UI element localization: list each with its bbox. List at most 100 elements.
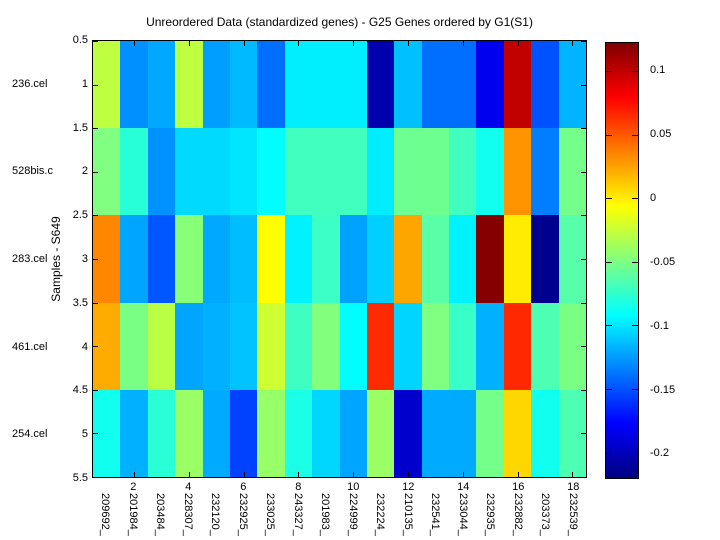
heatmap-cell (93, 128, 121, 216)
tick-mark (581, 259, 586, 260)
gene-label: 201984_ (126, 493, 139, 536)
colorbar-gradient (606, 43, 638, 478)
heatmap-cell (284, 215, 313, 303)
y-tick-label: 4.5 (72, 384, 88, 397)
heatmap-cell (284, 41, 313, 129)
heatmap-cell (531, 389, 559, 477)
gene-label: 232541_ (429, 493, 442, 536)
heatmap-cell (257, 215, 285, 303)
tick-mark (606, 388, 612, 390)
heatmap-cell (147, 302, 176, 390)
heatmap-cell (312, 41, 340, 129)
heatmap-cell (229, 41, 258, 129)
gene-label: 233025_ (264, 493, 277, 536)
tick-mark (188, 41, 190, 46)
y-tick-label: 4 (81, 340, 88, 353)
sample-label: 254.cel (12, 428, 48, 441)
heatmap-cell (93, 215, 121, 303)
heatmap-cell (366, 128, 395, 216)
tick-mark (581, 215, 586, 217)
tick-mark (298, 41, 300, 46)
heatmap-grid (93, 41, 586, 477)
heatmap-cell (476, 302, 504, 390)
tick-mark (606, 198, 612, 200)
tick-mark (353, 41, 355, 46)
y-tick-label: 3 (81, 253, 88, 265)
y-tick-label: 1 (81, 77, 88, 90)
heatmap-cell (120, 41, 148, 129)
gene-label: 228307_ (181, 493, 194, 536)
heatmap-cell (449, 302, 477, 390)
gene-label: 209692_ (99, 493, 112, 536)
heatmap-cell (229, 128, 258, 216)
colorbar-tick-label: -0.15 (650, 383, 676, 396)
gene-label: 232882_ (511, 493, 524, 536)
heatmap-cell (366, 41, 395, 129)
heatmap-cell (175, 128, 203, 216)
tick-mark (581, 433, 586, 435)
heatmap-cell (366, 215, 395, 303)
tick-mark (407, 472, 409, 477)
heatmap-cell (147, 128, 176, 216)
y-tick-label: 0.5 (72, 34, 88, 46)
tick-mark (243, 472, 245, 477)
heatmap-cell (202, 128, 230, 216)
y-tick-label: 3.5 (72, 296, 88, 309)
gene-label: 232120_ (209, 493, 222, 536)
colorbar-tick-label: -0.2 (650, 447, 669, 460)
heatmap-cell (558, 215, 586, 303)
tick-mark (93, 389, 98, 391)
tick-mark (632, 134, 638, 136)
heatmap-cell (175, 389, 203, 477)
tick-mark (134, 41, 136, 46)
heatmap-cell (339, 215, 367, 303)
heatmap-cell (257, 128, 285, 216)
y-tick-label: 2.5 (72, 209, 88, 222)
heatmap-cell (339, 302, 367, 390)
tick-mark (632, 261, 638, 263)
heatmap-cell (229, 215, 258, 303)
heatmap-cell (175, 215, 203, 303)
heatmap-cell (339, 41, 367, 129)
gene-label: 243327_ (291, 493, 304, 536)
heatmap-cell (229, 389, 258, 477)
heatmap-cell (312, 128, 340, 216)
heatmap-cell (366, 302, 395, 390)
y-axis-label: Samples - S649 (49, 216, 63, 302)
x-tick-label: 18 (567, 481, 580, 493)
gene-label: 224999_ (346, 493, 359, 536)
tick-mark (632, 325, 638, 327)
heatmap-cell (531, 215, 559, 303)
heatmap-cell (394, 302, 422, 390)
heatmap-cell (366, 389, 395, 477)
gene-label: 232935_ (484, 493, 497, 536)
heatmap-cell (476, 41, 504, 129)
heatmap-cell (147, 41, 176, 129)
heatmap-cell (449, 389, 477, 477)
heatmap-cell (120, 389, 148, 477)
heatmap-cell (531, 128, 559, 216)
heatmap-cell (503, 215, 532, 303)
tick-mark (581, 128, 586, 130)
colorbar-tick-label: 0.1 (650, 64, 666, 77)
tick-mark (606, 70, 612, 72)
heatmap-cell (421, 302, 450, 390)
heatmap-cell (531, 41, 559, 129)
tick-mark (93, 477, 98, 478)
tick-mark (93, 215, 98, 217)
tick-mark (243, 41, 245, 46)
x-tick-label: 6 (240, 481, 247, 493)
tick-mark (581, 84, 586, 86)
tick-mark (581, 41, 586, 42)
tick-mark (93, 171, 98, 173)
sample-label: 461.cel (12, 340, 48, 353)
heatmap-cell (421, 41, 450, 129)
x-tick-label: 14 (457, 481, 470, 493)
colorbar (605, 42, 639, 479)
tick-mark (462, 41, 464, 46)
tick-mark (517, 41, 519, 46)
tick-mark (188, 472, 190, 477)
heatmap-cell (503, 41, 532, 129)
tick-mark (606, 134, 612, 136)
